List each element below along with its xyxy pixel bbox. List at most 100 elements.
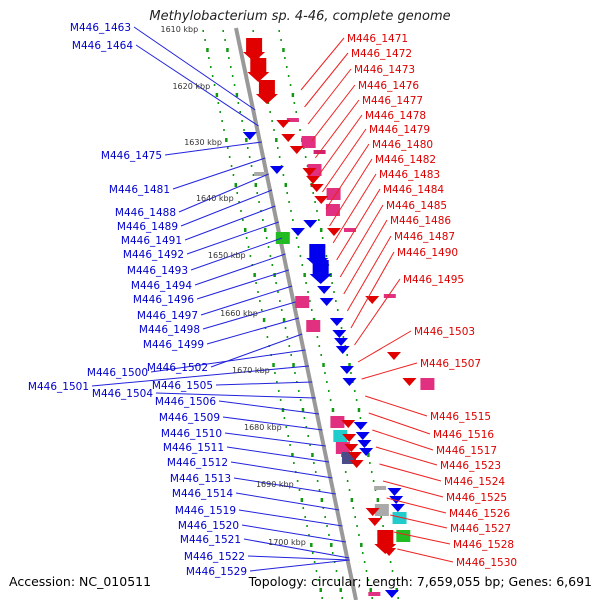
tick-mark — [333, 291, 335, 293]
tick-mark — [318, 489, 321, 491]
gene-arrow — [314, 196, 329, 204]
tick-mark — [307, 291, 309, 293]
leader-line — [311, 84, 356, 142]
genome-backbone — [234, 27, 358, 600]
gene-arrow — [326, 228, 341, 236]
leader-line — [321, 128, 367, 193]
tick-mark — [335, 570, 338, 572]
tick-mark — [356, 525, 358, 527]
tick-mark — [269, 255, 272, 257]
tick-mark — [274, 372, 276, 374]
right-gene-label: M446_1515 — [430, 411, 491, 423]
leader-line — [226, 446, 330, 463]
tick-mark — [229, 66, 232, 68]
tick-mark — [267, 246, 270, 248]
tick-mark — [233, 84, 236, 86]
left-gene-label: M446_1513 — [170, 473, 231, 485]
leader-line — [238, 509, 343, 527]
tick-mark — [331, 282, 333, 284]
tick-mark — [217, 102, 220, 104]
tick-mark — [209, 66, 212, 68]
gene-box — [275, 232, 290, 244]
leader-line — [314, 99, 360, 159]
right-gene-label: M446_1507 — [420, 358, 481, 370]
tick-mark — [240, 210, 242, 212]
tick-mark — [340, 327, 343, 329]
gene-arrow — [303, 220, 318, 228]
left-gene-label: M446_1497 — [137, 310, 198, 322]
leader-line — [178, 173, 269, 213]
leader-line — [346, 235, 392, 312]
tick-mark — [211, 75, 214, 77]
leader-line — [206, 317, 299, 345]
tick-mark — [327, 390, 330, 392]
tick-mark — [287, 435, 289, 437]
tick-mark — [237, 102, 240, 104]
tick-mark — [223, 129, 225, 131]
tick-mark — [346, 480, 349, 482]
tick-mark — [317, 579, 320, 581]
gene-arrow — [384, 590, 399, 598]
tick-mark — [286, 192, 289, 194]
tick-mark — [202, 30, 205, 32]
gene-arrow — [255, 80, 278, 104]
right-gene-label: M446_1483 — [379, 169, 440, 181]
tick-mark — [346, 354, 348, 356]
tick-mark — [253, 273, 256, 277]
left-gene-label: M446_1464 — [72, 40, 133, 52]
tick-mark — [290, 354, 292, 356]
tick-mark — [389, 561, 392, 563]
left-gene-label: M446_1475 — [101, 150, 162, 162]
right-gene-label: M446_1480 — [372, 139, 433, 151]
tick-mark — [299, 255, 302, 257]
right-gene-label: M446_1530 — [456, 557, 517, 569]
tick-mark — [222, 30, 225, 32]
gene-arrow — [341, 420, 356, 428]
gene-dash — [254, 172, 267, 176]
tick-mark — [326, 525, 328, 527]
tick-mark — [326, 381, 328, 383]
leader-line — [249, 559, 350, 572]
right-gene-label: M446_1528 — [453, 539, 514, 551]
leader-line — [318, 114, 363, 176]
tick-mark — [275, 282, 277, 284]
leader-line — [150, 349, 306, 373]
gene-arrow — [365, 508, 380, 516]
tick-mark — [307, 435, 309, 437]
tick-mark — [287, 75, 290, 77]
tick-mark — [369, 588, 372, 592]
leader-line — [200, 285, 293, 316]
tick-mark — [232, 174, 235, 176]
leader-line — [243, 538, 350, 559]
tick-mark — [226, 48, 229, 52]
tick-mark — [331, 552, 334, 554]
gene-arrow — [332, 330, 347, 338]
right-gene-label: M446_1523 — [440, 460, 501, 472]
leader-line — [368, 412, 431, 435]
gene-box — [330, 416, 345, 428]
gene-box — [325, 204, 340, 216]
tick-mark — [284, 57, 286, 59]
tick-mark — [350, 372, 352, 374]
tick-mark — [243, 129, 245, 131]
left-gene-label: M446_1512 — [167, 457, 228, 469]
gene-arrow — [276, 120, 291, 128]
tick-mark — [342, 336, 345, 338]
tick-mark — [335, 300, 337, 302]
gene-dash — [383, 294, 396, 298]
scale-label: 1700 kbp — [268, 538, 306, 547]
left-gene-label: M446_1481 — [109, 184, 170, 196]
tick-mark — [303, 417, 306, 419]
tick-mark — [358, 534, 360, 536]
left-gene-label: M446_1498 — [139, 324, 200, 336]
scale-label: 1660 kbp — [220, 309, 258, 318]
gene-arrow — [334, 338, 349, 346]
tick-mark — [397, 597, 399, 599]
gene-arrow — [367, 518, 382, 526]
gene-arrow — [357, 440, 372, 448]
scale-label: 1670 kbp — [232, 366, 270, 375]
tick-mark — [302, 507, 305, 509]
tick-mark — [243, 228, 247, 232]
leader-line — [215, 381, 313, 386]
